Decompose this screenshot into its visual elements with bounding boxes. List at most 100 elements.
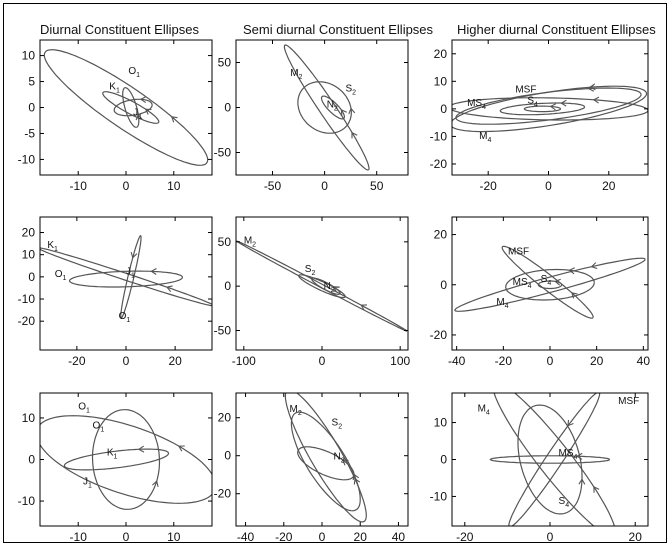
- x-tick-label: 20: [168, 354, 182, 368]
- ellipse-r2c3-1: [454, 257, 646, 312]
- curves-r2c3: [454, 245, 646, 319]
- x-tick-label: 10: [167, 179, 181, 193]
- constituent-label-o1: O1: [128, 66, 140, 79]
- constituent-label-msf: MSF: [515, 84, 536, 95]
- ellipse-r1c2-1: [283, 44, 370, 171]
- y-tick-label: -50: [214, 146, 232, 160]
- constituent-label-m4: M4: [479, 131, 491, 144]
- y-tick-label: 50: [218, 56, 232, 70]
- constituent-label-ms4: MS4: [513, 277, 532, 290]
- x-tick-label: -20: [456, 530, 474, 544]
- x-tick-label: 20: [590, 354, 604, 368]
- x-tick-label: 100: [390, 354, 410, 368]
- x-tick-label: 0: [123, 354, 130, 368]
- direction-arrow-r3c1-1: [177, 445, 185, 452]
- axes-box-r3c1: [39, 392, 213, 527]
- direction-arrow-r3c3-4: [576, 452, 583, 460]
- y-tick-label: 20: [434, 47, 448, 61]
- direction-arrow-r1c3-3: [592, 96, 600, 104]
- direction-arrow-r2c3-4: [554, 278, 561, 286]
- direction-arrow-r3c1-2: [152, 480, 159, 488]
- constituent-label-j1: J1: [126, 267, 135, 280]
- direction-arrow-r2c3-3: [571, 292, 578, 299]
- ellipse-r3c1-1: [40, 415, 212, 504]
- direction-arrow-r3c1-3: [137, 445, 145, 453]
- y-tick-label: -10: [430, 129, 448, 143]
- constituent-label-s2: S2: [332, 417, 343, 430]
- ellipse-r2c1-3: [120, 235, 142, 319]
- column-title-higher-diurnal: Higher diurnal Constituent Ellipses: [457, 22, 656, 37]
- constituent-label-n2: N2: [327, 100, 338, 113]
- constituent-label-n2: N2: [333, 452, 344, 465]
- ellipse-r1c3-4: [499, 102, 586, 116]
- ellipse-r1c1-1: [43, 49, 209, 166]
- constituent-label-s2: S2: [305, 264, 316, 277]
- axes-box-r2c2: [235, 216, 409, 351]
- direction-arrow-r1c1-4: [135, 113, 143, 121]
- panel-r1c2: -50 0 50 -50 0 50 M2 S2 N2: [214, 39, 409, 193]
- constituent-label-msf: MSF: [618, 396, 639, 407]
- ellipse-r1c1-2: [102, 91, 160, 124]
- constituent-label-o1: O1: [55, 269, 67, 282]
- ellipse-r2c2-1: [236, 240, 408, 332]
- y-tick-label: -20: [430, 157, 448, 171]
- column-title-semi-diurnal: Semi diurnal Constituent Ellipses: [243, 22, 434, 37]
- ellipse-r3c1-2: [91, 409, 161, 510]
- x-tick-label: 0: [545, 179, 552, 193]
- ellipse-r2c3-3: [501, 245, 594, 319]
- direction-arrow-r2c1-2: [150, 268, 157, 275]
- x-tick-label: -40: [448, 354, 466, 368]
- y-tick-label: 10: [22, 411, 36, 425]
- direction-arrow-r1c1-1: [170, 116, 178, 123]
- ellipse-r1c3-5: [523, 105, 562, 113]
- column-title-diurnal: Diurnal Constituent Ellipses: [40, 22, 199, 37]
- direction-arrow-r3c2-1: [353, 477, 361, 485]
- ellipse-r2c1-2: [68, 270, 184, 288]
- x-tick-label: -40: [237, 530, 255, 544]
- direction-arrow-r2c1-1: [165, 285, 173, 292]
- direction-arrow-r1c3-2: [587, 84, 595, 92]
- direction-arrow-r3c3-1: [593, 486, 600, 493]
- ellipse-r3c3-1: [493, 393, 615, 526]
- y-tick-label: 20: [22, 226, 36, 240]
- axes-box-r3c2: [235, 392, 409, 527]
- ellipse-r3c2-3: [297, 446, 355, 481]
- x-tick-label: 0: [547, 354, 554, 368]
- constituent-label-m2: M2: [290, 68, 302, 81]
- direction-arrow-r1c3-4: [560, 99, 567, 107]
- direction-arrow-r2c2-1: [360, 304, 368, 311]
- x-tick-label: 20: [629, 530, 643, 544]
- y-tick-label: 0: [28, 453, 35, 467]
- constituent-label-m2: M2: [290, 404, 302, 417]
- constituent-label-o1: O1: [93, 420, 105, 433]
- constituent-label-msf: MSF: [508, 247, 529, 258]
- y-tick-label: -50: [214, 323, 232, 337]
- constituent-label-m4: M4: [478, 403, 490, 416]
- axes-box-r1c2: [235, 39, 409, 176]
- direction-arrow-r2c3-2: [568, 267, 575, 275]
- y-tick-label: 50: [218, 235, 232, 249]
- curves-r1c3: [452, 83, 648, 133]
- constituent-label-j1: J1: [133, 107, 142, 120]
- axes-box-r1c1: [39, 39, 213, 176]
- constituent-label-o1: O1: [78, 402, 90, 415]
- y-tick-label: -20: [214, 487, 232, 501]
- direction-arrow-r2c2-3: [332, 286, 340, 293]
- ellipse-r1c2-2: [297, 81, 352, 134]
- direction-arrow-r3c2-3: [341, 459, 349, 466]
- x-tick-label: -100: [232, 354, 256, 368]
- constituent-label-s4: S4: [559, 496, 570, 509]
- constituent-label-o1: O1: [119, 311, 131, 324]
- ellipse-r3c3-4: [489, 455, 611, 464]
- y-tick-label: 5: [28, 75, 35, 89]
- curves-r1c1: [43, 49, 209, 166]
- direction-arrow-r1c2-2: [348, 107, 356, 115]
- axes-box-r1c3: [451, 39, 649, 176]
- x-tick-label: 0: [319, 530, 326, 544]
- constituent-label-n2: N2: [324, 281, 335, 294]
- ellipse-r3c3-3: [517, 404, 583, 515]
- curves-r3c3: [489, 393, 615, 526]
